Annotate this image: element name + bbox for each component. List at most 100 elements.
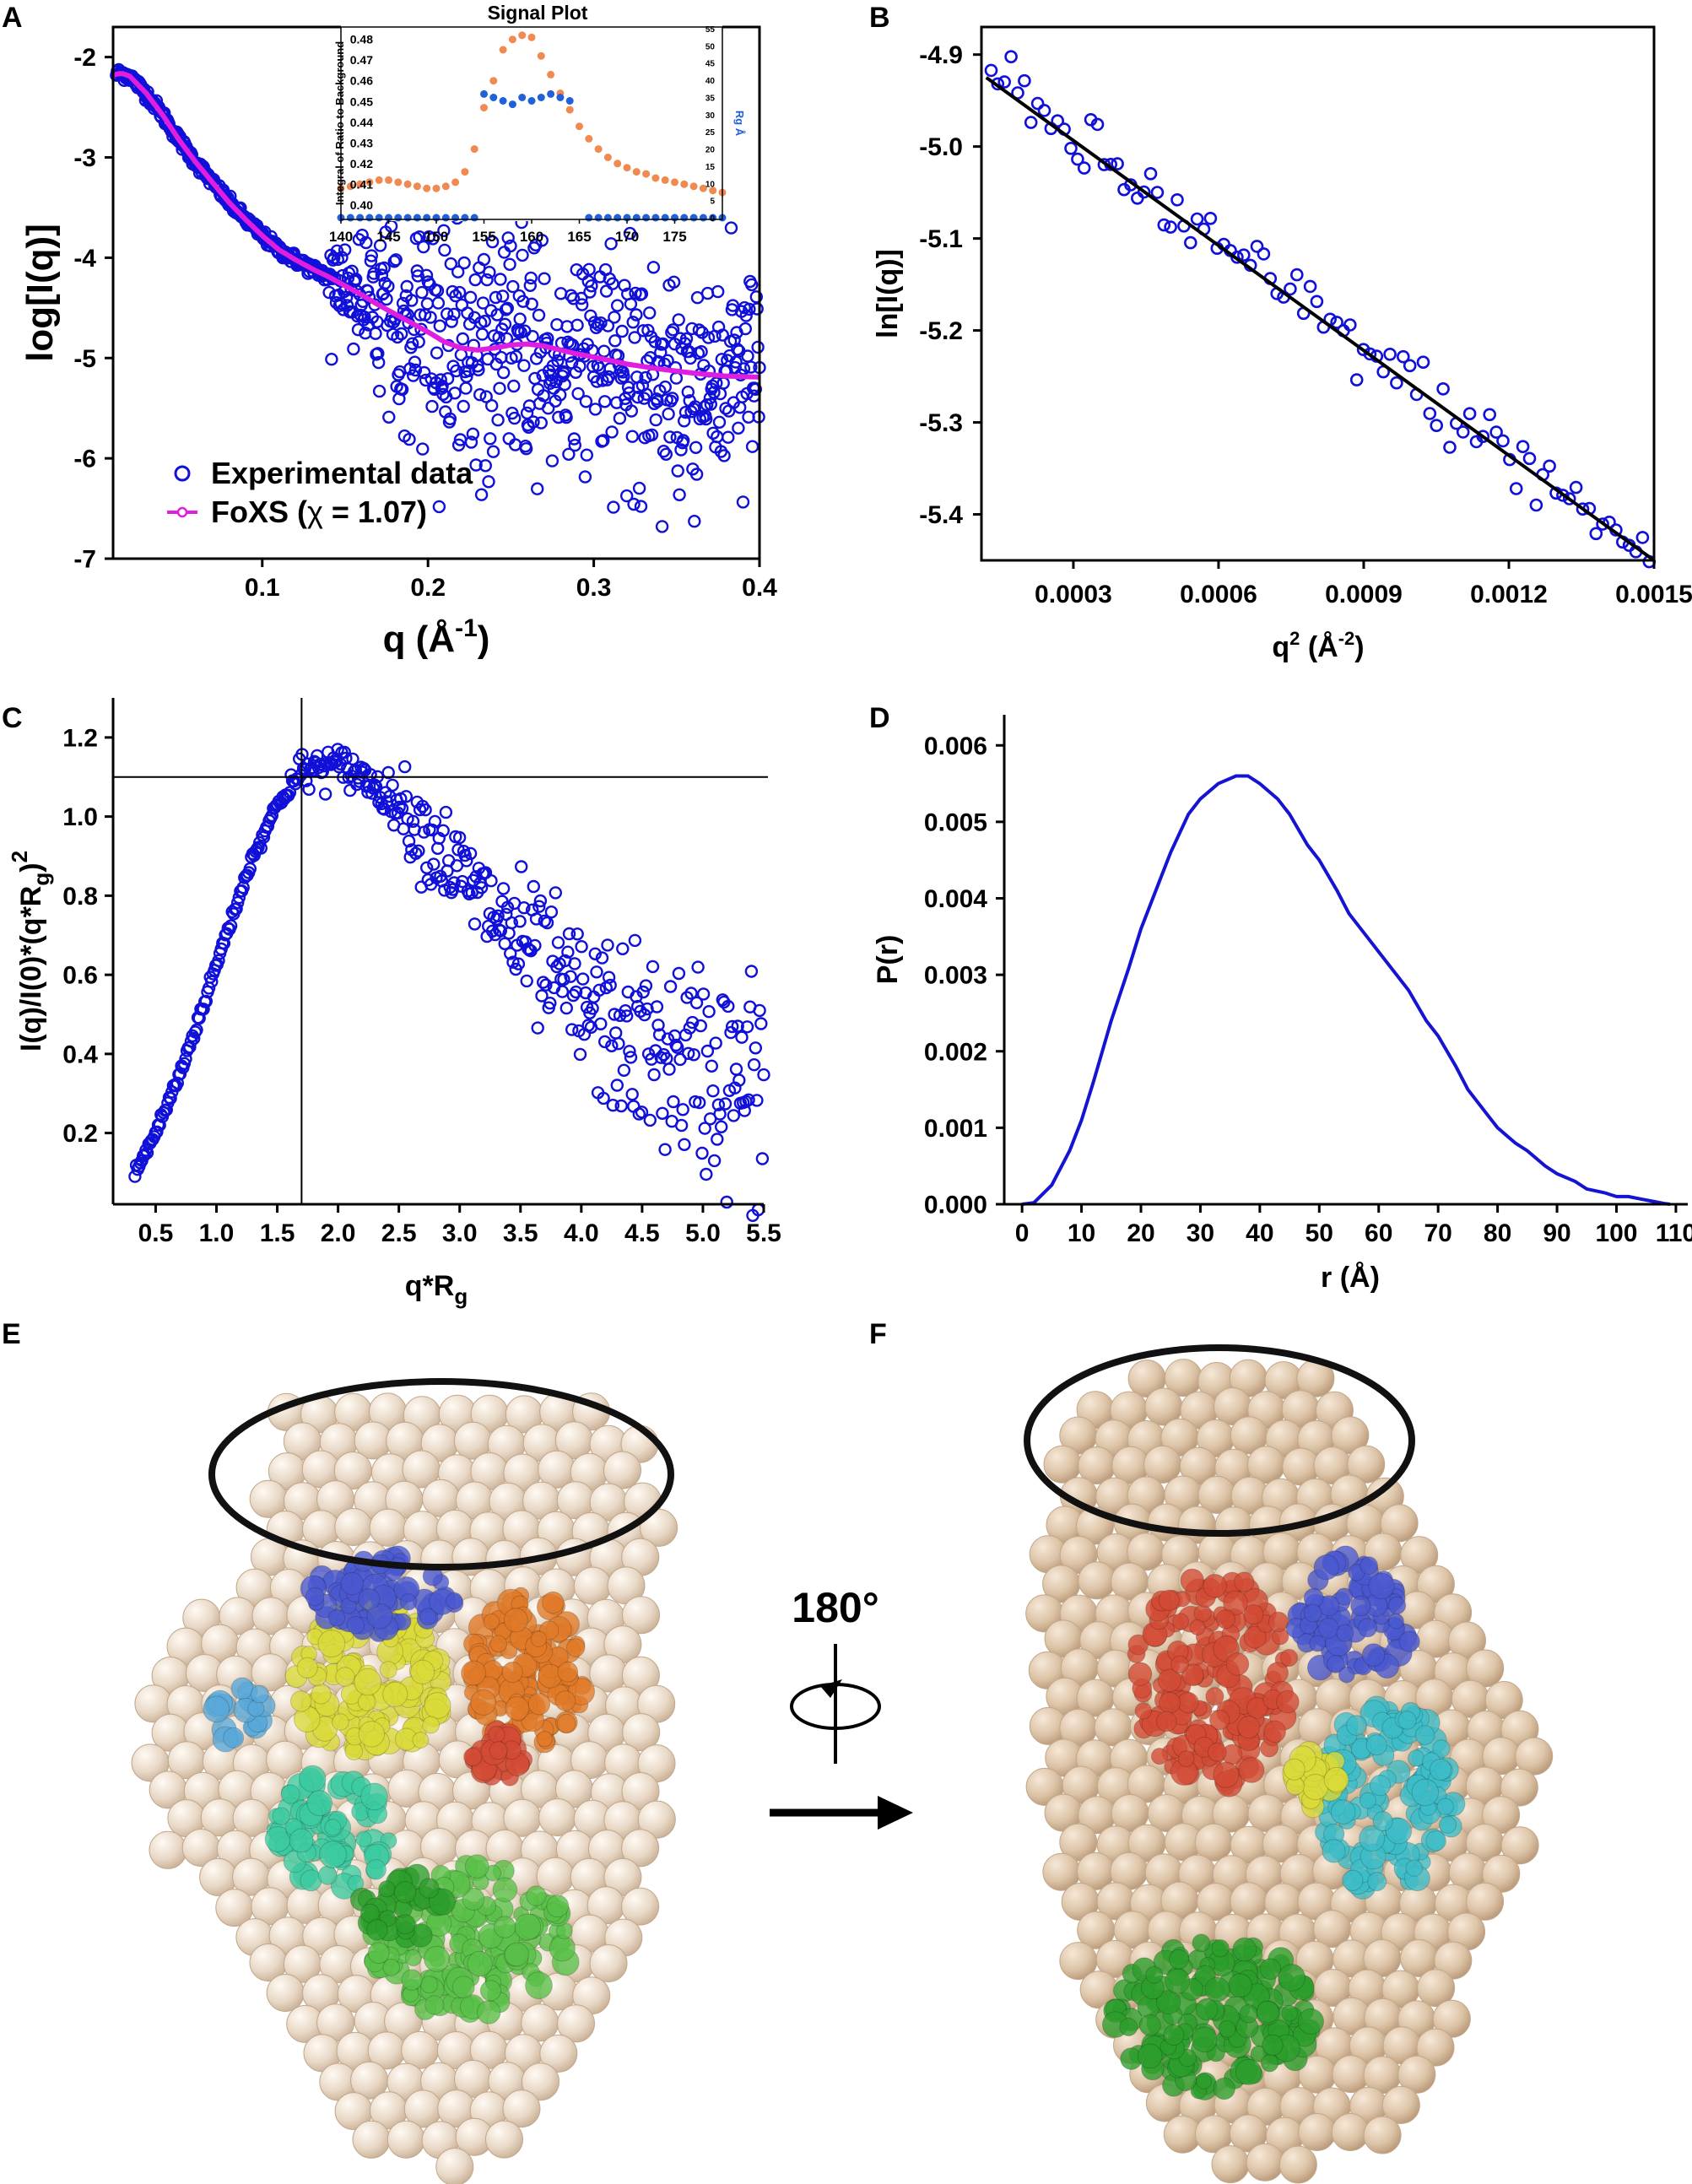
chart-c-point xyxy=(150,1125,164,1139)
chart-b-fit-line xyxy=(985,76,1656,562)
chart-c-ticks: 0.5 1.0 1.5 2.0 2.5 3.0 3.5 4.0 4.5 5.0 5.5 0.2 0.4 0… xyxy=(62,724,781,1247)
inset-point xyxy=(527,97,536,105)
inset-point xyxy=(556,94,565,101)
chart-a-point xyxy=(606,277,619,290)
chart-c-point xyxy=(729,1062,743,1076)
model-f-envelope-bead xyxy=(1278,2145,1317,2184)
inset-ytick-right-label: 30 xyxy=(705,111,716,121)
chart-b-point xyxy=(1284,282,1297,296)
model-f-region-cyan xyxy=(1397,1711,1417,1730)
model-e-envelope-bead xyxy=(621,1829,660,1868)
model-e-region-sky xyxy=(223,1727,245,1749)
chart-a-point xyxy=(351,323,365,337)
chart-a-point xyxy=(486,445,500,458)
model-e-region-green xyxy=(525,1971,553,2000)
chart-a-point xyxy=(408,355,422,369)
chart-b-point xyxy=(1489,425,1503,439)
chart-a-point xyxy=(618,278,631,292)
model-e-envelope-bead xyxy=(522,2062,559,2101)
chart-a-inset: Signal Plot 140 145 150 155 160 165 170 1750.40… xyxy=(329,2,746,245)
chart-c-point xyxy=(678,1138,691,1152)
model-e-region-green xyxy=(467,1950,493,1977)
model-e-region-red xyxy=(489,1741,508,1760)
chart-a-point xyxy=(666,392,679,405)
chart-c-points xyxy=(128,743,770,1223)
chart-b-point xyxy=(1456,425,1470,439)
model-f-region-dark-green xyxy=(1259,1958,1282,1981)
chart-a-point xyxy=(508,411,522,425)
chart-a-point xyxy=(681,385,695,399)
chart-d-pr-curve xyxy=(1021,774,1671,1206)
model-f-region-red xyxy=(1237,1716,1261,1739)
model-e-region-blue xyxy=(346,1615,365,1635)
model-f-region-cyan xyxy=(1432,1739,1451,1758)
chart-b-point xyxy=(1143,167,1158,181)
chart-a-point xyxy=(567,432,581,446)
model-f-envelope-bead xyxy=(1466,1882,1505,1921)
legend-label-fit: FoXS (χ = 1.07) xyxy=(211,495,427,529)
chart-c-point xyxy=(614,1099,628,1113)
inset-point xyxy=(508,100,516,109)
chart-b-point xyxy=(1443,441,1457,454)
chart-c-point xyxy=(409,846,423,860)
chart-a-point xyxy=(424,311,437,324)
chart-a-point xyxy=(489,290,503,305)
chart-a-point xyxy=(624,297,638,311)
chart-b-xtick-label: 0.0012 xyxy=(1470,581,1548,608)
chart-a-point xyxy=(700,412,713,426)
inset-point xyxy=(689,214,698,222)
inset-point xyxy=(451,214,460,222)
model-f-region-dark-green xyxy=(1137,2043,1163,2069)
chart-c-point xyxy=(647,1068,661,1082)
chart-c-point xyxy=(676,1103,689,1116)
model-e-envelope-bead xyxy=(435,2148,474,2184)
chart-c-point xyxy=(731,1019,744,1033)
model-f-region-red xyxy=(1268,1611,1289,1633)
chart-a-point xyxy=(620,489,634,503)
model-e-region-orange xyxy=(527,1692,551,1716)
inset-point xyxy=(537,94,545,101)
model-e-region-orange xyxy=(489,1635,508,1653)
chart-c-point xyxy=(566,988,581,1003)
inset-point xyxy=(489,94,498,101)
chart-a-point xyxy=(597,344,611,358)
model-f-envelope-bead xyxy=(1211,2145,1250,2184)
model-f-region-blue xyxy=(1335,1587,1354,1606)
chart-c-point xyxy=(754,1017,768,1030)
model-e-region-green xyxy=(476,2000,501,2025)
chart-a-point xyxy=(395,327,408,341)
chart-c-point xyxy=(515,860,528,873)
inset-point xyxy=(671,178,678,187)
inset-point xyxy=(480,104,488,112)
model-f-envelope-bead xyxy=(1484,1681,1523,1719)
chart-b-point xyxy=(1257,247,1271,261)
model-e-region-yellow xyxy=(412,1732,430,1749)
model-e-region-sky xyxy=(250,1684,269,1704)
chart-c-point xyxy=(551,936,565,949)
chart-c-point xyxy=(738,1104,751,1117)
model-f-envelope-bead xyxy=(1347,1445,1386,1484)
chart-b-ytick-label: -5.1 xyxy=(919,225,963,253)
model-e-region-dark-green xyxy=(419,1878,440,1899)
chart-a-point xyxy=(507,379,521,393)
inset-point xyxy=(585,214,593,222)
inset-point xyxy=(432,184,441,192)
chart-a-point xyxy=(738,322,752,336)
model-e-envelope-bead xyxy=(603,1451,641,1489)
model-f-region-blue xyxy=(1313,1554,1340,1581)
model-e xyxy=(131,1378,678,2184)
chart-c-point xyxy=(722,999,735,1014)
chart-a-point xyxy=(517,359,531,372)
chart-a-point xyxy=(639,370,652,385)
chart-c-point xyxy=(570,927,584,941)
chart-a-xtick-label: 0.2 xyxy=(410,574,446,602)
chart-c-point xyxy=(740,1020,754,1034)
model-f-region-blue xyxy=(1303,1603,1322,1623)
chart-a-point xyxy=(400,279,414,294)
model-f-region-blue xyxy=(1368,1572,1395,1600)
chart-a-point xyxy=(571,387,585,401)
inset-ticks: 140 145 150 155 160 165 170 1750.400.410.420.43… xyxy=(329,25,716,245)
model-e-region-orange xyxy=(556,1713,576,1733)
model-e-region-sky xyxy=(203,1695,230,1723)
model-f-region-cyan xyxy=(1372,1811,1393,1832)
